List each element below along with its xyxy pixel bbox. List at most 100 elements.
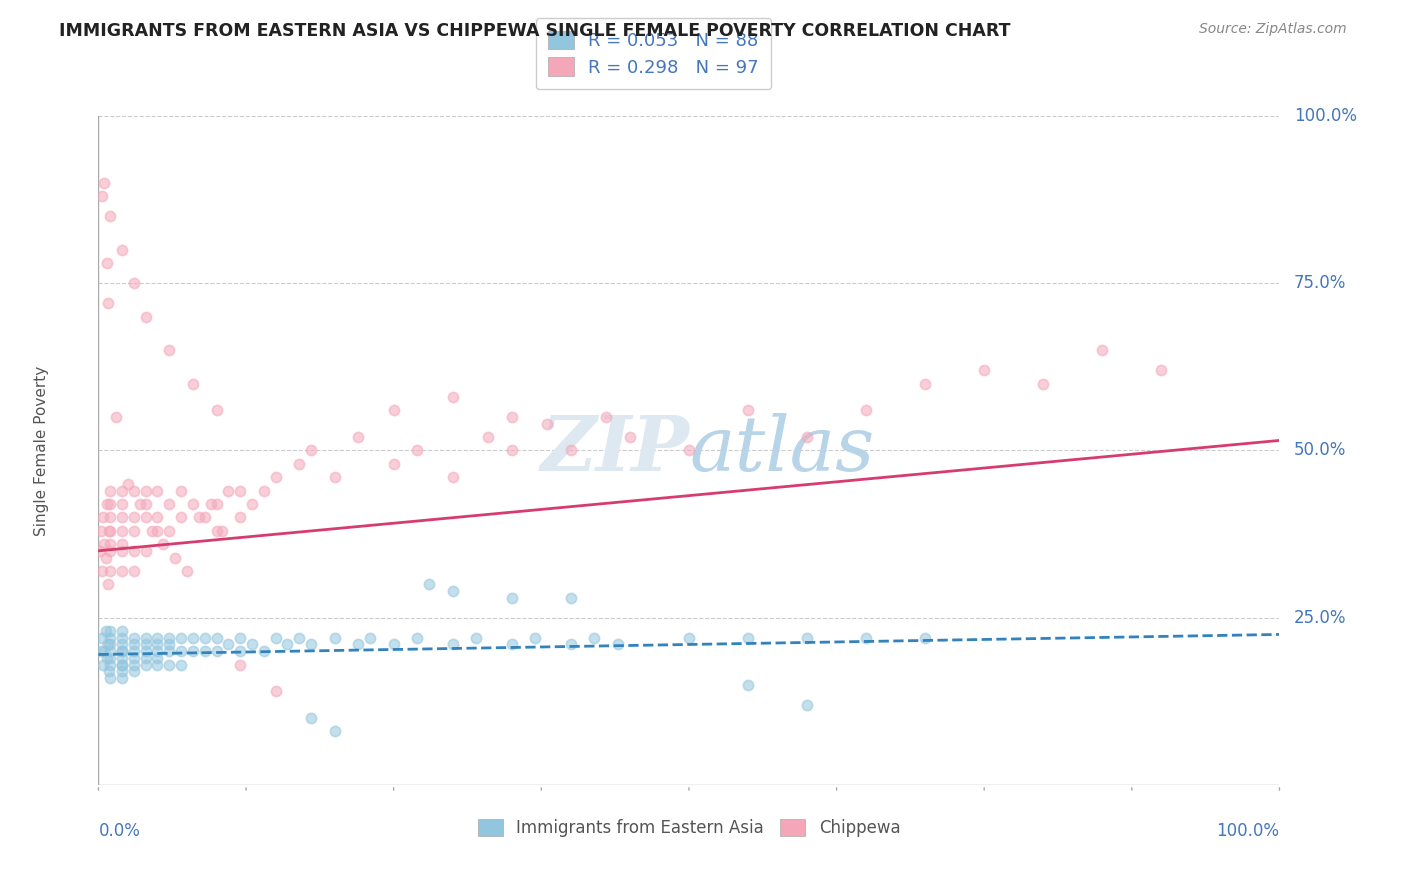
- Point: [111, 243, 134, 257]
- Point: [170, 657, 193, 672]
- Point: [299, 711, 322, 725]
- Point: [135, 510, 157, 524]
- Point: [91, 564, 114, 578]
- Point: [111, 537, 134, 551]
- Point: [441, 637, 464, 651]
- Point: [146, 644, 169, 658]
- Point: [91, 510, 114, 524]
- Point: [122, 277, 145, 291]
- Point: [194, 644, 217, 658]
- Point: [607, 637, 630, 651]
- Point: [122, 483, 145, 498]
- Point: [135, 631, 157, 645]
- Point: [855, 631, 877, 645]
- Point: [181, 376, 204, 391]
- Point: [98, 524, 121, 538]
- Point: [973, 363, 995, 377]
- Text: 25.0%: 25.0%: [1294, 608, 1346, 627]
- Point: [135, 657, 157, 672]
- Point: [98, 644, 121, 658]
- Point: [323, 470, 346, 484]
- Point: [146, 651, 169, 665]
- Point: [229, 644, 252, 658]
- Point: [678, 443, 700, 458]
- Point: [135, 544, 157, 558]
- Point: [323, 631, 346, 645]
- Point: [98, 497, 121, 511]
- Point: [98, 510, 121, 524]
- Point: [122, 664, 145, 679]
- Point: [524, 631, 547, 645]
- Point: [98, 657, 121, 672]
- Point: [347, 637, 370, 651]
- Point: [170, 510, 193, 524]
- Point: [229, 657, 252, 672]
- Point: [152, 537, 174, 551]
- Point: [146, 631, 169, 645]
- Point: [98, 210, 121, 224]
- Point: [98, 564, 121, 578]
- Point: [181, 497, 204, 511]
- Point: [111, 631, 134, 645]
- Point: [382, 403, 405, 417]
- Point: [359, 631, 381, 645]
- Point: [205, 497, 228, 511]
- Point: [187, 510, 209, 524]
- Point: [146, 510, 169, 524]
- Point: [181, 631, 204, 645]
- Text: IMMIGRANTS FROM EASTERN ASIA VS CHIPPEWA SINGLE FEMALE POVERTY CORRELATION CHART: IMMIGRANTS FROM EASTERN ASIA VS CHIPPEWA…: [59, 22, 1011, 40]
- Point: [111, 544, 134, 558]
- Point: [796, 698, 818, 712]
- Point: [98, 544, 121, 558]
- Point: [217, 637, 239, 651]
- Point: [796, 430, 818, 444]
- Point: [89, 544, 111, 558]
- Point: [914, 631, 936, 645]
- Point: [264, 684, 287, 698]
- Point: [619, 430, 641, 444]
- Point: [536, 417, 558, 431]
- Text: 0.0%: 0.0%: [98, 822, 141, 839]
- Point: [176, 564, 198, 578]
- Point: [135, 644, 157, 658]
- Point: [111, 483, 134, 498]
- Point: [111, 624, 134, 639]
- Point: [111, 564, 134, 578]
- Point: [441, 390, 464, 404]
- Point: [560, 637, 582, 651]
- Point: [1032, 376, 1054, 391]
- Point: [288, 631, 311, 645]
- Point: [122, 564, 145, 578]
- Point: [560, 591, 582, 605]
- Legend: Immigrants from Eastern Asia, Chippewa: Immigrants from Eastern Asia, Chippewa: [471, 812, 907, 844]
- Point: [855, 403, 877, 417]
- Point: [501, 591, 523, 605]
- Point: [122, 631, 145, 645]
- Point: [299, 637, 322, 651]
- Point: [122, 544, 145, 558]
- Point: [111, 497, 134, 511]
- Point: [98, 524, 121, 538]
- Point: [276, 637, 298, 651]
- Point: [253, 644, 276, 658]
- Point: [122, 510, 145, 524]
- Point: [737, 631, 759, 645]
- Point: [111, 644, 134, 658]
- Point: [98, 483, 121, 498]
- Text: Single Female Poverty: Single Female Poverty: [34, 366, 49, 535]
- Text: ZIP: ZIP: [540, 414, 689, 487]
- Point: [135, 483, 157, 498]
- Point: [200, 497, 222, 511]
- Point: [146, 524, 169, 538]
- Point: [181, 644, 204, 658]
- Point: [157, 343, 180, 358]
- Point: [98, 671, 121, 685]
- Point: [477, 430, 499, 444]
- Point: [122, 524, 145, 538]
- Point: [122, 644, 145, 658]
- Point: [347, 430, 370, 444]
- Point: [135, 637, 157, 651]
- Point: [157, 497, 180, 511]
- Point: [406, 443, 429, 458]
- Point: [157, 524, 180, 538]
